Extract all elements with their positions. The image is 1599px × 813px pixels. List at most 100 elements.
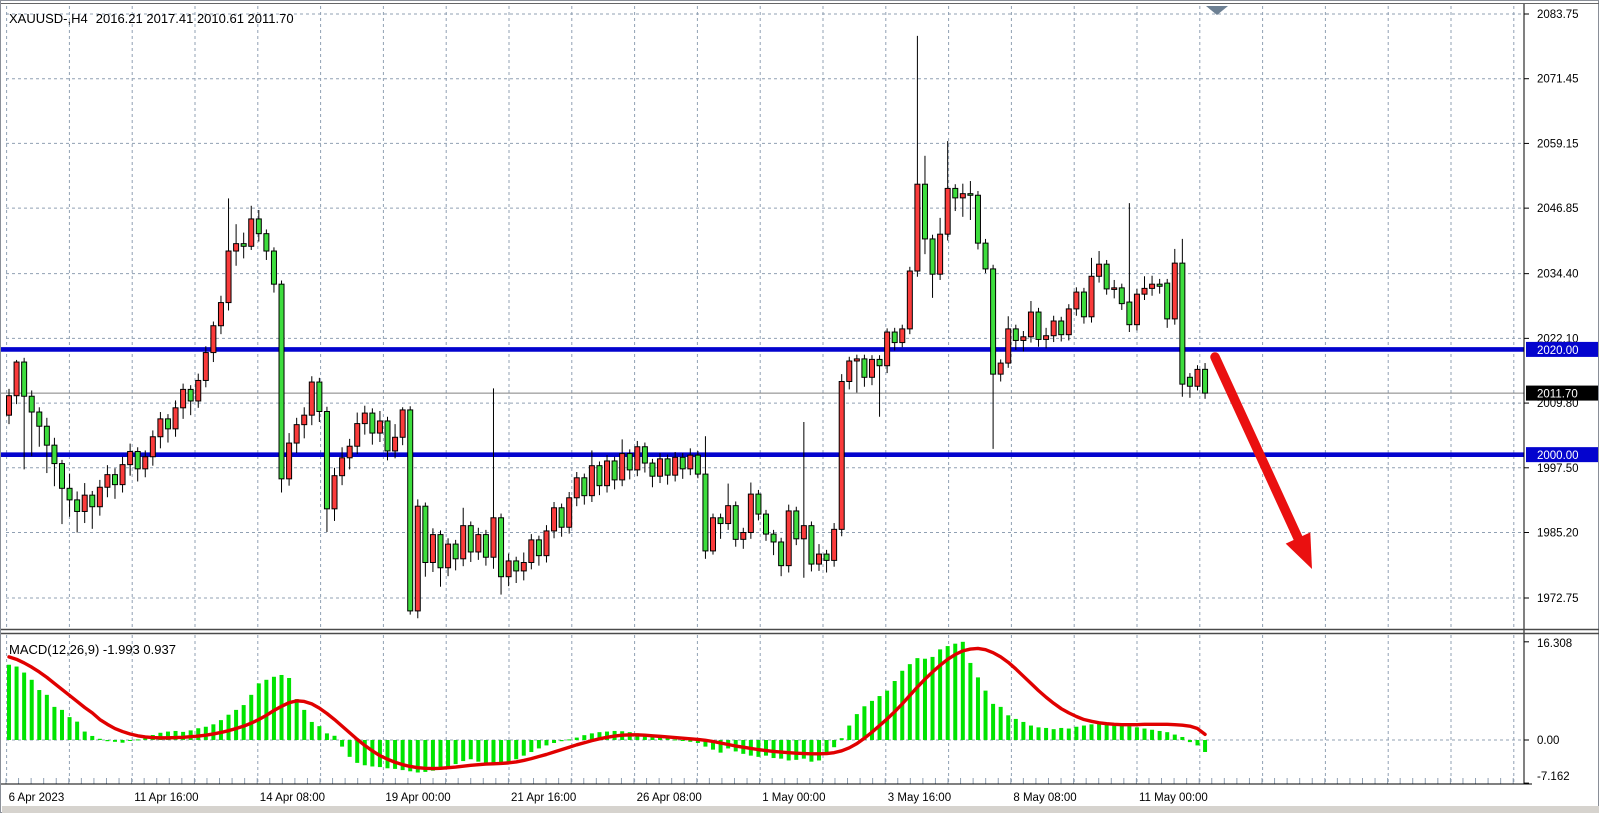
macd-histogram-bar xyxy=(241,705,246,740)
macd-histogram-bar xyxy=(862,706,867,740)
trend-arrow-shaft[interactable] xyxy=(1210,352,1303,543)
macd-histogram-bar xyxy=(1112,724,1117,740)
candle-body xyxy=(588,465,595,497)
macd-histogram-bar xyxy=(809,739,814,762)
macd-histogram-bar xyxy=(695,739,700,744)
time-axis-label: 21 Apr 16:00 xyxy=(511,792,576,804)
candle-body xyxy=(6,395,12,416)
candle-body xyxy=(694,454,701,475)
macd-histogram-bar xyxy=(370,739,375,767)
candle-body xyxy=(664,458,671,476)
macd-histogram-bar xyxy=(665,738,670,740)
candle-body xyxy=(581,477,588,497)
candle-body xyxy=(899,328,906,344)
macd-histogram-bar xyxy=(7,664,11,740)
time-axis-label: 3 May 16:00 xyxy=(888,792,951,804)
macd-histogram-bar xyxy=(1127,726,1132,740)
annotation-layer[interactable] xyxy=(1206,6,1312,569)
macd-histogram-bar xyxy=(816,739,821,761)
trend-arrow-head[interactable] xyxy=(1285,532,1312,569)
candle-body xyxy=(96,486,103,508)
candle-body xyxy=(263,233,270,252)
candle-body xyxy=(361,412,368,425)
macd-histogram-bar xyxy=(44,694,49,740)
candle-body xyxy=(717,517,724,525)
macd-histogram-bar xyxy=(801,739,806,759)
candle-body xyxy=(399,409,406,438)
candle-body xyxy=(906,270,913,330)
candle-body xyxy=(634,446,641,471)
macd-histogram-bar xyxy=(1013,718,1018,740)
macd-histogram-bar xyxy=(922,658,927,740)
macd-histogram-bar xyxy=(930,656,935,740)
candle-body xyxy=(944,187,951,235)
time-axis-label: 8 May 08:00 xyxy=(1013,792,1076,804)
candle-body xyxy=(445,543,452,569)
macd-histogram-bar xyxy=(302,709,307,740)
macd-histogram-bar xyxy=(574,737,579,740)
candle-body xyxy=(217,302,224,327)
candle-body xyxy=(520,561,527,572)
candle-body xyxy=(1043,335,1050,340)
candle-body xyxy=(164,418,171,430)
candle-body xyxy=(990,268,997,375)
price-axis-label: 2034.40 xyxy=(1537,269,1579,281)
candle-body xyxy=(710,517,717,552)
candle-body xyxy=(286,442,293,480)
macd-histogram-bar xyxy=(536,739,541,749)
price-axis-label: 2059.15 xyxy=(1537,138,1579,150)
candle-body xyxy=(573,477,580,499)
macd-histogram-bar xyxy=(1142,728,1147,740)
macd-histogram-bar xyxy=(544,739,549,746)
candle-body xyxy=(498,517,505,578)
candle-body xyxy=(1171,262,1178,320)
candle-body xyxy=(1103,263,1110,290)
candle-body xyxy=(1118,287,1125,305)
macd-histogram-bar xyxy=(1066,728,1071,740)
macd-histogram-bar xyxy=(97,738,102,740)
candle-body xyxy=(861,358,868,378)
candle-body xyxy=(74,499,81,512)
candle-body xyxy=(460,525,467,560)
candle-body xyxy=(384,420,391,452)
macd-histogram-bar xyxy=(1165,732,1170,740)
macd-histogram-bar xyxy=(377,739,382,768)
macd-histogram-bar xyxy=(824,739,829,756)
candle-body xyxy=(937,233,944,275)
candle-body xyxy=(172,407,179,430)
macd-histogram-bar xyxy=(786,739,791,761)
macd-histogram-bar xyxy=(938,649,943,740)
candle-body xyxy=(248,218,255,247)
candle-body xyxy=(104,474,111,488)
candle-body xyxy=(13,361,20,397)
macd-histogram-bar xyxy=(128,739,133,741)
macd-histogram-bar xyxy=(1157,730,1162,740)
macd-histogram-bar xyxy=(559,739,564,742)
candle-body xyxy=(982,242,989,270)
macd-histogram-bar xyxy=(1089,724,1094,740)
candle-body xyxy=(1149,283,1156,289)
candle-body xyxy=(891,331,898,344)
candle-body xyxy=(800,525,807,540)
candle-body xyxy=(853,358,860,362)
macd-histogram-bar xyxy=(552,739,557,744)
candle-body xyxy=(1186,376,1193,387)
candle-body xyxy=(354,423,361,447)
candle-body xyxy=(119,464,126,486)
macd-histogram-bar xyxy=(226,714,231,740)
candle-body xyxy=(884,331,891,367)
time-axis-label: 26 Apr 08:00 xyxy=(637,792,702,804)
macd-histogram-bar xyxy=(1119,724,1124,740)
time-axis-label: 6 Apr 2023 xyxy=(9,792,65,804)
candle-body xyxy=(505,560,512,578)
macd-histogram-bar xyxy=(461,739,466,762)
candle-body xyxy=(1012,328,1019,341)
time-axis-label: 1 May 00:00 xyxy=(762,792,825,804)
chart-ohlc-title: XAUUSD-,H4 2016.21 2017.41 2010.61 2011.7… xyxy=(9,11,294,26)
macd-histogram-bar xyxy=(82,731,87,740)
candle-body xyxy=(528,539,535,563)
level-lines-layer[interactable] xyxy=(1,347,1524,457)
price-axis-label: 1997.50 xyxy=(1537,463,1579,475)
macd-histogram-bar xyxy=(196,728,201,740)
